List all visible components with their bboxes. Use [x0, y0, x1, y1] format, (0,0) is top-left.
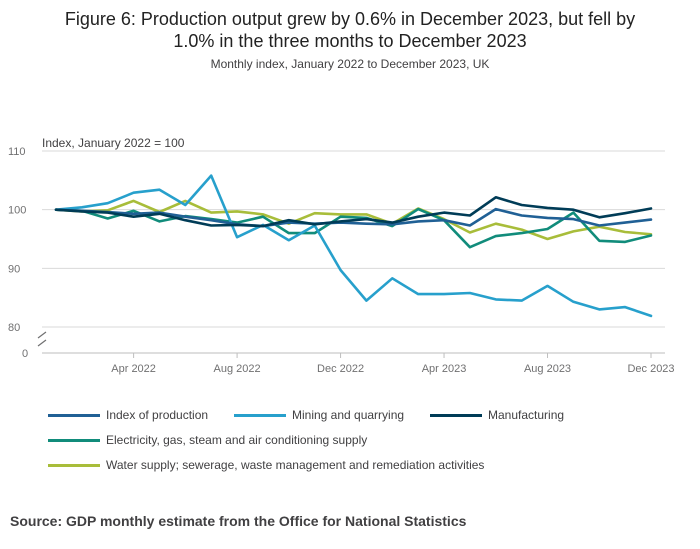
legend-label: Water supply; sewerage, waste management…: [106, 458, 485, 472]
axis-break-mark: [37, 331, 47, 347]
series-layer: [54, 174, 653, 318]
y-tick-label: 110: [8, 146, 26, 158]
legend-item-mining-and-quarrying[interactable]: Mining and quarrying: [234, 408, 404, 422]
line-chart: 110 100 90 80 0 Apr 2022 Aug 2022 Dec 2022 Apr 2…: [8, 136, 675, 375]
legend-item-index-of-production[interactable]: Index of production: [48, 408, 208, 422]
x-tick-label: Aug 2022: [214, 363, 261, 375]
series-line-electricity-gas-steam-and-air-conditioning-supply[interactable]: [54, 207, 653, 249]
x-tick-label: Dec 2023: [627, 363, 674, 375]
legend-label: Mining and quarrying: [292, 408, 405, 422]
x-tick-label: Dec 2022: [317, 363, 364, 375]
y-tick-label: 90: [8, 263, 20, 275]
x-tick-label: Apr 2023: [422, 363, 467, 375]
legend-label: Electricity, gas, steam and air conditio…: [106, 433, 368, 447]
series-line-manufacturing[interactable]: [54, 196, 653, 228]
chart-title-line-2: 1.0% in the three months to December 202…: [173, 31, 527, 51]
axis-layer: 110 100 90 80 0 Apr 2022 Aug 2022 Dec 2022 Apr 2…: [8, 146, 675, 375]
y-axis-label: Index, January 2022 = 100: [42, 136, 185, 150]
y-tick-label: 100: [8, 205, 26, 217]
series-line-water-supply-sewerage-waste-management-and-remediation-activities[interactable]: [54, 199, 653, 241]
legend-swatch: [48, 463, 100, 467]
x-tick-label: Aug 2023: [524, 363, 571, 375]
chart-subtitle: Monthly index, January 2022 to December …: [210, 57, 490, 71]
legend-swatch: [430, 413, 482, 417]
x-tick-label: Apr 2022: [111, 363, 156, 375]
legend-label: Index of production: [106, 408, 209, 422]
legend-item-water-supply[interactable]: Water supply; sewerage, waste management…: [48, 458, 484, 472]
chart-title-line-1: Figure 6: Production output grew by 0.6%…: [64, 9, 636, 29]
source-note: Source: GDP monthly estimate from the Of…: [10, 513, 467, 529]
legend-label: Manufacturing: [488, 408, 565, 422]
y-tick-label: 0: [22, 348, 28, 360]
legend-item-electricity[interactable]: Electricity, gas, steam and air conditio…: [48, 433, 367, 447]
legend-swatch: [234, 413, 286, 417]
chart-title: Figure 6: Production output grew by 0.6%…: [0, 8, 700, 52]
series-line-index-of-production[interactable]: [54, 207, 653, 228]
legend-swatch: [48, 438, 100, 442]
y-tick-label: 80: [8, 322, 20, 334]
series-line-mining-and-quarrying[interactable]: [54, 174, 653, 318]
legend-item-manufacturing[interactable]: Manufacturing: [430, 408, 564, 422]
legend-swatch: [48, 413, 100, 417]
